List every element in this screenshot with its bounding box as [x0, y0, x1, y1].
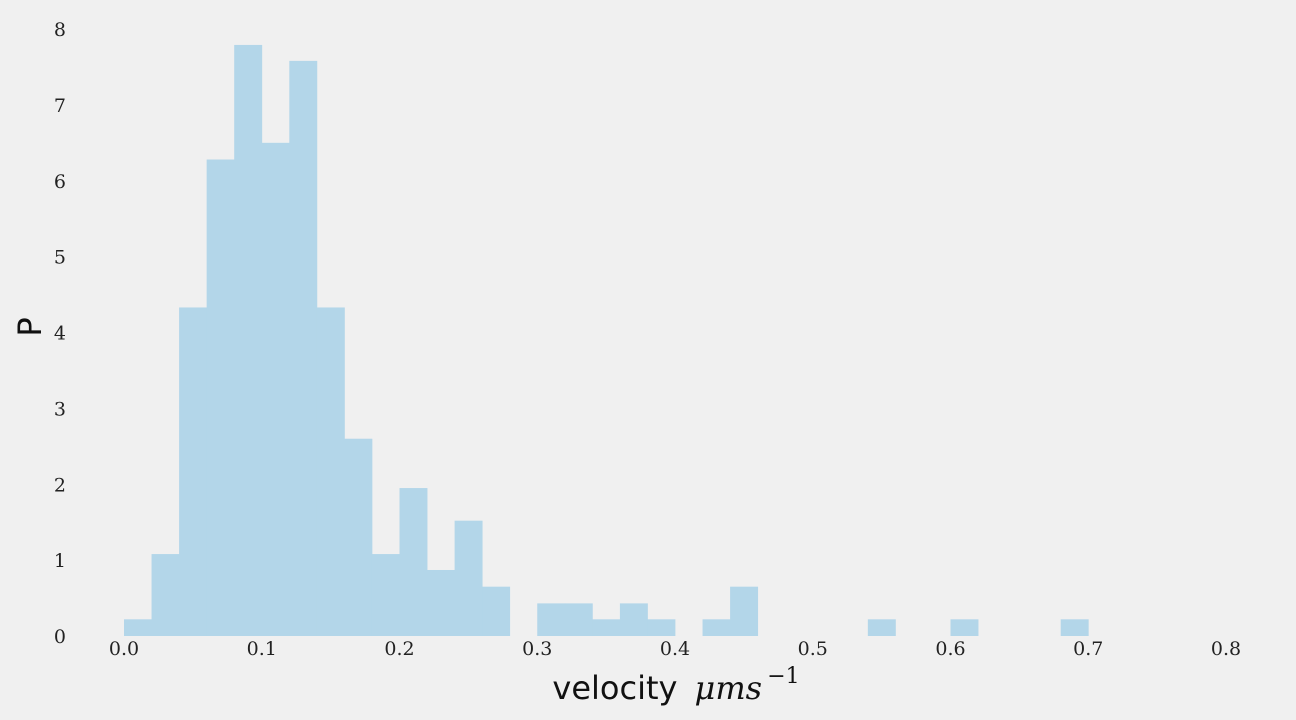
x-axis-ticks: 0.0 0.1 0.2 0.3 0.4 0.5 0.6 0.7 0.8	[109, 638, 1241, 660]
y-tick-label: 5	[54, 247, 66, 269]
histogram-bars	[124, 44, 1089, 637]
y-tick-label: 2	[54, 474, 66, 496]
histogram-bar	[124, 619, 152, 636]
histogram-bar	[1060, 619, 1089, 636]
histogram-bar	[371, 554, 400, 636]
x-tick-label: 0.0	[109, 638, 139, 660]
x-axis-label-text: velocity	[552, 669, 677, 707]
x-axis-label-unit: μms	[695, 669, 763, 707]
histogram-bar	[399, 488, 428, 636]
histogram-bar	[289, 60, 318, 637]
x-axis-label: velocity μms −1	[552, 664, 799, 707]
y-tick-label: 1	[54, 550, 66, 572]
y-tick-label: 6	[54, 171, 66, 193]
histogram-bar	[454, 520, 483, 636]
histogram-bar	[316, 307, 345, 636]
x-tick-label: 0.8	[1211, 638, 1241, 660]
y-tick-label: 8	[54, 19, 66, 41]
x-tick-label: 0.1	[247, 638, 277, 660]
histogram-bar	[564, 603, 593, 636]
x-tick-label: 0.5	[798, 638, 828, 660]
y-tick-label: 0	[54, 626, 66, 648]
y-tick-label: 7	[54, 95, 66, 117]
histogram-bar	[151, 554, 180, 636]
histogram-bar	[592, 619, 621, 636]
histogram-bar	[950, 619, 979, 636]
histogram-bar	[867, 619, 896, 636]
x-tick-label: 0.3	[522, 638, 552, 660]
x-tick-label: 0.6	[935, 638, 965, 660]
x-tick-label: 0.4	[660, 638, 690, 660]
histogram-bar	[427, 569, 455, 636]
y-axis-ticks: 0 1 2 3 4 5 6 7 8	[54, 19, 66, 648]
y-tick-label: 3	[54, 398, 66, 420]
y-tick-label: 4	[54, 323, 66, 345]
histogram-bar	[344, 438, 373, 636]
histogram-bar	[619, 603, 648, 636]
x-axis-label-exponent: −1	[767, 664, 799, 689]
x-tick-label: 0.2	[384, 638, 414, 660]
histogram-bar	[179, 307, 208, 636]
histogram-bar	[206, 159, 235, 636]
histogram-bar	[261, 142, 290, 636]
x-tick-label: 0.7	[1073, 638, 1103, 660]
histogram-bar	[730, 586, 759, 636]
y-axis-label: P	[11, 317, 49, 336]
histogram-bar	[537, 603, 566, 636]
histogram-bar	[482, 586, 511, 636]
histogram-bar	[702, 619, 731, 636]
histogram-bar	[647, 619, 676, 636]
histogram-bar	[234, 44, 263, 636]
